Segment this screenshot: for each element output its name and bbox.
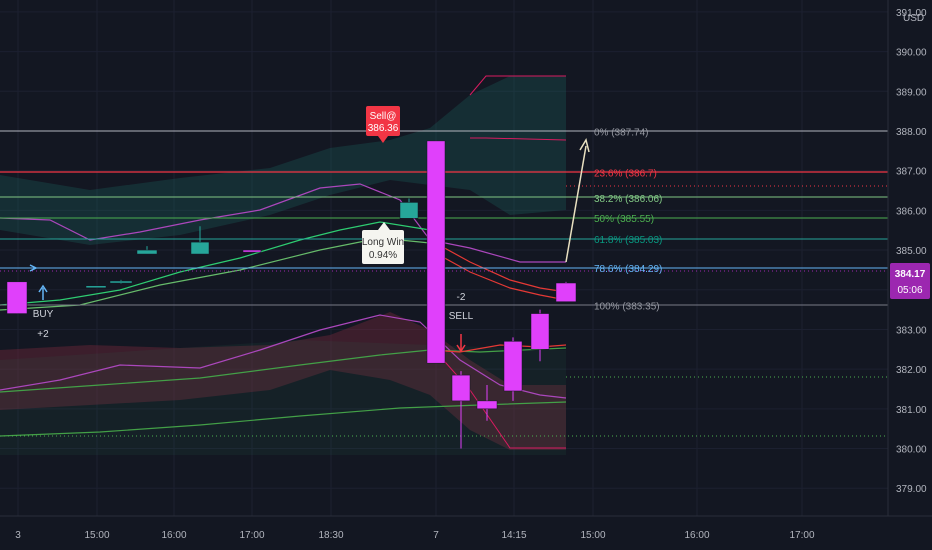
y-tick-label: 389.00 — [896, 87, 927, 98]
y-tick-label: 385.00 — [896, 246, 927, 257]
purple-ma-top — [0, 183, 566, 263]
sell-tag-price: 386.36 — [368, 123, 399, 134]
red-ma-2 — [429, 249, 567, 301]
lower-band-ribbon — [0, 312, 566, 450]
x-tick-label: 14:15 — [501, 530, 526, 541]
y-tick-label: 387.00 — [896, 167, 927, 178]
x-tick-label: 3 — [15, 530, 21, 541]
y-tick-label: 380.00 — [896, 445, 927, 456]
fib-level-label: 38.2% (386.06) — [594, 194, 662, 205]
fib-arrow-head — [579, 138, 590, 153]
current-price-value: 384.17 — [895, 269, 926, 280]
y-tick-label: 391.00 — [896, 8, 927, 19]
sell-signal-marker[interactable]: -2 SELL — [449, 292, 474, 353]
buy-label: BUY — [33, 309, 54, 320]
buy-qty: +2 — [37, 329, 49, 340]
x-tick-label: 15:00 — [580, 530, 605, 541]
x-tick-label: 7 — [433, 530, 439, 541]
grid — [0, 0, 888, 516]
candle-body[interactable] — [530, 313, 550, 350]
green-ma-3 — [0, 347, 567, 393]
candle-body[interactable] — [503, 341, 523, 392]
x-tick-label: 17:00 — [239, 530, 264, 541]
candle-body[interactable] — [190, 241, 210, 255]
y-tick-label: 379.00 — [896, 484, 927, 495]
upper-band-top — [469, 75, 566, 96]
candle-body[interactable] — [476, 400, 498, 410]
sell-signal-qty: -2 — [457, 292, 466, 303]
candle-body[interactable] — [85, 285, 107, 289]
candle-body[interactable] — [426, 140, 446, 364]
fib-level-label: 50% (385.55) — [594, 214, 654, 225]
y-tick-label: 381.00 — [896, 405, 927, 416]
sell-tag[interactable]: Sell@ 386.36 — [366, 106, 400, 143]
candle-body[interactable] — [242, 249, 262, 253]
x-tick-label: 17:00 — [789, 530, 814, 541]
x-tick-label: 18:30 — [318, 530, 343, 541]
x-tick-label: 16:00 — [161, 530, 186, 541]
fibonacci-labels: 0% (387.74) 23.6% (386.7) 38.2% (386.06) 50… — [594, 127, 662, 312]
fib-level-label: 61.8% (385.03) — [594, 235, 662, 246]
candles — [6, 140, 577, 449]
price-axis[interactable]: 391.00 390.00 389.00 388.00 387.00 386.00 385.… — [896, 8, 927, 495]
candle-body[interactable] — [6, 281, 28, 314]
candle-body[interactable] — [136, 249, 158, 255]
current-price-countdown: 05:06 — [897, 285, 922, 296]
lower-band-bottom — [429, 344, 566, 449]
fib-arrow-line — [565, 145, 587, 263]
currency-label: USD — [903, 13, 924, 24]
fib-level-label: 100% (383.35) — [594, 302, 660, 313]
y-tick-label: 390.00 — [896, 48, 927, 59]
x-tick-label: 15:00 — [84, 530, 109, 541]
long-win-tag[interactable]: Long Win 0.94% — [362, 222, 404, 264]
candle-body[interactable] — [555, 282, 577, 302]
time-axis[interactable]: 3 15:00 16:00 17:00 18:30 7 14:15 15:00 16:00 17:… — [15, 530, 815, 541]
candle-body[interactable] — [399, 202, 419, 219]
y-tick-label: 386.00 — [896, 206, 927, 217]
upper-band-bottom — [470, 137, 567, 141]
fib-level-label: 78.6% (384.29) — [594, 264, 662, 275]
lower-band-shade — [0, 340, 566, 455]
y-tick-label: 388.00 — [896, 127, 927, 138]
sell-signal-label: SELL — [449, 311, 474, 322]
y-tick-label: 383.00 — [896, 325, 927, 336]
long-win-label: Long Win — [362, 237, 404, 248]
current-price-tag[interactable]: 384.17 05:06 — [890, 263, 930, 299]
candle-body[interactable] — [109, 280, 133, 284]
buy-marker[interactable]: BUY +2 — [29, 264, 54, 340]
y-tick-label: 382.00 — [896, 365, 927, 376]
fib-level-label: 0% (387.74) — [594, 127, 648, 138]
x-tick-label: 16:00 — [684, 530, 709, 541]
long-win-value: 0.94% — [369, 250, 397, 261]
upper-band-ribbon — [0, 76, 566, 245]
candle-body[interactable] — [451, 374, 471, 402]
red-ma-1 — [429, 239, 567, 293]
fib-level-label: 23.6% (386.7) — [594, 169, 657, 180]
green-ma-1 — [0, 221, 431, 306]
sell-tag-label: Sell@ — [370, 111, 397, 122]
